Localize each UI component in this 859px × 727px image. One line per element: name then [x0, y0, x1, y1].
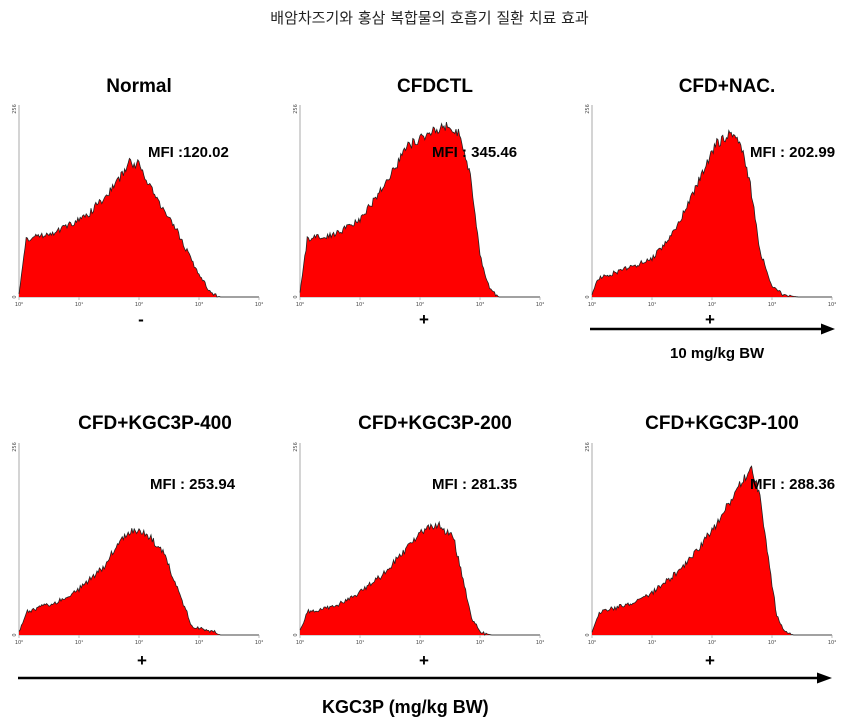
x-tick-label: 10⁴: [828, 640, 836, 646]
panel-title-kgc3p-100: CFD+KGC3P-100: [645, 413, 799, 434]
y-tick-label: 256: [293, 104, 299, 114]
kgc3p-dose-label: KGC3P (mg/kg BW): [322, 697, 489, 717]
x-tick-label: 10¹: [75, 302, 83, 308]
panel-title-kgc3p-200: CFD+KGC3P-200: [358, 413, 512, 434]
histogram-kgc3p-200: 10⁰ 10¹ 10² 10³ 10⁴ 0 256: [293, 442, 544, 646]
histogram-outline: [299, 122, 540, 298]
y-tick-label: 256: [293, 442, 299, 452]
x-tick-label: 10³: [476, 302, 484, 308]
mfi-kgc3p-100: MFI : 288.36: [750, 476, 836, 493]
mfi-normal: MFI :120.02: [148, 144, 229, 161]
x-tick-label: 10³: [476, 640, 484, 646]
histogram-outline: [591, 129, 832, 298]
x-tick-label: 10²: [416, 640, 424, 646]
histogram-area: [592, 466, 832, 635]
x-tick-label: 10²: [135, 302, 143, 308]
x-tick-label: 10¹: [356, 302, 364, 308]
x-tick-label: 10³: [195, 640, 203, 646]
nac-dose-arrow: [590, 323, 835, 335]
y-tick-label: 256: [12, 442, 18, 452]
mfi-kgc3p-200: MFI : 281.35: [432, 476, 518, 493]
mfi-cfd-nac: MFI : 202.99: [750, 144, 836, 161]
panel-title-cfdctl: CFDCTL: [397, 76, 473, 97]
y-tick-label: 0: [293, 633, 299, 636]
panel-title-normal: Normal: [106, 76, 172, 97]
y-tick-label: 0: [12, 633, 18, 636]
histogram-area: [19, 158, 259, 297]
x-tick-label: 10⁴: [536, 640, 544, 646]
histogram-area: [300, 122, 540, 297]
y-tick-label: 256: [585, 442, 591, 452]
mfi-kgc3p-400: MFI : 253.94: [150, 476, 236, 493]
x-tick-label: 10¹: [356, 640, 364, 646]
histogram-cfd-nac: 10⁰ 10¹ 10² 10³ 10⁴ 0 256: [585, 104, 836, 308]
histogram-normal: 10⁰ 10¹ 10² 10³ 10⁴ 0 256: [12, 104, 263, 308]
treatment-sign-kgc3p-100: +: [705, 651, 715, 670]
x-tick-label: 10⁴: [536, 302, 544, 308]
kgc3p-dose-arrow: [18, 672, 832, 684]
panel-title-kgc3p-400: CFD+KGC3P-400: [78, 413, 232, 434]
histogram-outline: [591, 465, 832, 636]
y-tick-label: 0: [585, 295, 591, 298]
x-tick-label: 10³: [195, 302, 203, 308]
x-tick-label: 10²: [708, 302, 716, 308]
x-tick-label: 10⁴: [828, 302, 836, 308]
x-tick-label: 10⁰: [296, 640, 304, 646]
x-tick-label: 10⁰: [588, 302, 596, 308]
x-tick-label: 10³: [768, 640, 776, 646]
x-tick-label: 10²: [708, 640, 716, 646]
y-tick-label: 256: [585, 104, 591, 114]
x-tick-label: 10⁰: [15, 640, 23, 646]
histogram-kgc3p-400: 10⁰ 10¹ 10² 10³ 10⁴ 0 256: [12, 442, 263, 646]
mfi-cfdctl: MFI : 345.46: [432, 144, 518, 161]
treatment-sign-normal: -: [138, 310, 144, 329]
panel-title-cfd-nac: CFD+NAC.: [678, 76, 776, 97]
histogram-outline: [18, 527, 259, 636]
x-tick-label: 10⁴: [255, 302, 263, 308]
x-tick-label: 10⁰: [15, 302, 23, 308]
y-tick-label: 0: [585, 633, 591, 636]
y-tick-label: 0: [293, 295, 299, 298]
x-tick-label: 10²: [135, 640, 143, 646]
x-tick-label: 10¹: [75, 640, 83, 646]
x-tick-label: 10⁴: [255, 640, 263, 646]
treatment-sign-kgc3p-400: +: [137, 651, 147, 670]
y-tick-label: 0: [12, 295, 18, 298]
histogram-area: [300, 522, 540, 635]
y-tick-label: 256: [12, 104, 18, 114]
x-tick-label: 10¹: [648, 640, 656, 646]
treatment-sign-cfd-nac: +: [705, 310, 715, 329]
nac-dose-label: 10 mg/kg BW: [670, 345, 765, 362]
x-tick-label: 10¹: [648, 302, 656, 308]
x-tick-label: 10⁰: [588, 640, 596, 646]
page-title: 배암차즈기와 홍삼 복합물의 호흡기 질환 치료 효과: [270, 9, 589, 27]
treatment-sign-kgc3p-200: +: [419, 651, 429, 670]
treatment-sign-cfdctl: +: [419, 310, 429, 329]
histogram-cfdctl: 10⁰ 10¹ 10² 10³ 10⁴ 0 256: [293, 104, 544, 308]
x-tick-label: 10³: [768, 302, 776, 308]
histogram-area: [19, 528, 259, 635]
histogram-outline: [299, 520, 540, 636]
histogram-outline: [18, 157, 259, 298]
histogram-kgc3p-100: 10⁰ 10¹ 10² 10³ 10⁴ 0 256: [585, 442, 836, 646]
histogram-area: [592, 130, 832, 297]
x-tick-label: 10²: [416, 302, 424, 308]
x-tick-label: 10⁰: [296, 302, 304, 308]
